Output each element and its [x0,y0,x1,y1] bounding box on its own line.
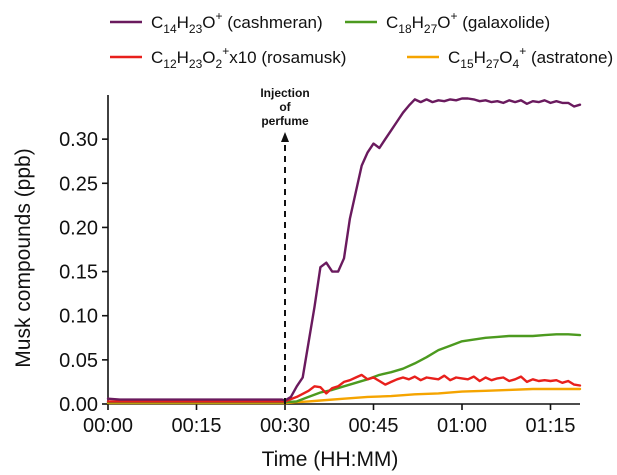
series-lines [106,97,582,405]
x-axis-ticks: 00:00 00:15 00:30 00:45 01:00 01:15 [83,404,576,437]
injection-annotation-line: perfume [261,114,309,128]
x-tick-label: 00:30 [260,415,310,437]
y-axis-title: Musk compounds (ppb) [12,148,35,367]
x-tick-label: 00:00 [83,415,133,437]
y-tick-label: 0.25 [59,173,98,195]
legend-label: C12H23O2+x10 (rosamusk) [151,44,346,71]
y-axis-ticks: 0.00 0.05 0.10 0.15 0.20 0.25 0.30 [59,129,108,416]
plot-area: 0.000.050.100.150.200.250.30 00:00 00:15 0… [59,86,582,437]
legend-item-galaxolide: C18H27O+ (galaxolide) [345,9,550,36]
y-tick-label: 0.00 [59,394,98,416]
legend-label: C18H27O+ (galaxolide) [386,9,550,36]
legend-label: C14H23O+ (cashmeran) [151,9,323,36]
y-tick-label: 0.30 [59,129,98,151]
x-tick-label: 00:45 [348,415,398,437]
y-tick-label: 0.10 [59,306,98,328]
x-tick-label: 00:15 [171,415,221,437]
y-tick-label: 0.05 [59,350,98,372]
series-line-cashmeran [106,97,582,402]
legend-label: C15H27O4+ (astratone) [448,44,613,71]
x-tick-label: 01:15 [525,415,575,437]
y-tick-label: 0.15 [59,262,98,284]
injection-annotation-line: Injection [260,86,309,100]
x-tick-label: 01:00 [437,415,487,437]
legend-item-rosamusk: C12H23O2+x10 (rosamusk) [110,44,346,71]
injection-annotation-line: of [279,100,291,114]
y-tick-label: 0.20 [59,217,98,239]
injection-arrow-head [281,132,289,142]
legend: C14H23O+ (cashmeran) C18H27O+ (galaxolide… [110,9,613,71]
legend-item-cashmeran: C14H23O+ (cashmeran) [110,9,323,36]
legend-item-astratone: C15H27O4+ (astratone) [407,44,613,71]
series-line-galaxolide [106,333,582,404]
x-axis-title: Time (HH:MM) [262,448,399,471]
series-line-rosamusk [106,373,582,403]
